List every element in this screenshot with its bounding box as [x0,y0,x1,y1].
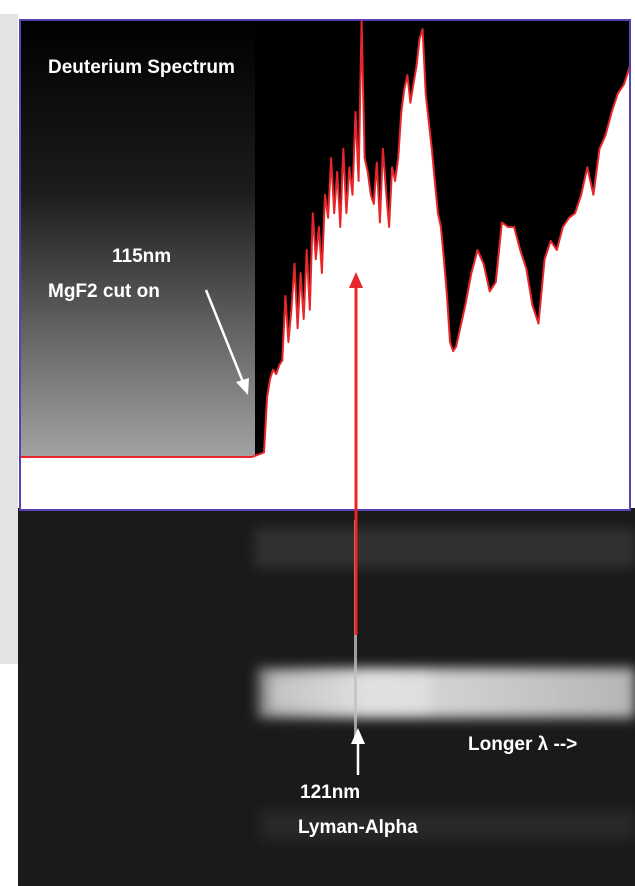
mgf2-arrow [204,289,249,395]
longer-wavelength-label: Longer λ --> [468,734,577,755]
spectrum-line [20,19,631,458]
faint-upper-band [255,528,635,568]
lyman-alpha-label-line2: Lyman-Alpha [298,817,418,838]
lyman-alpha-label-line1: 121nm [300,782,360,803]
mgf2-label-line2: MgF2 cut on [48,281,160,302]
side-strip [0,14,18,664]
plot-frame [19,19,631,511]
lyman-alpha-arrow [351,728,365,775]
left-gradient [20,20,255,510]
lyman-alpha-pointer [349,272,363,635]
spectrum-plot [19,19,631,511]
faint-lower-band [260,810,635,840]
chart-title: Deuterium Spectrum [48,57,235,78]
spectrum-area [20,20,630,510]
mgf2-label-line1: 115nm [112,246,171,267]
detector-image [18,508,635,886]
